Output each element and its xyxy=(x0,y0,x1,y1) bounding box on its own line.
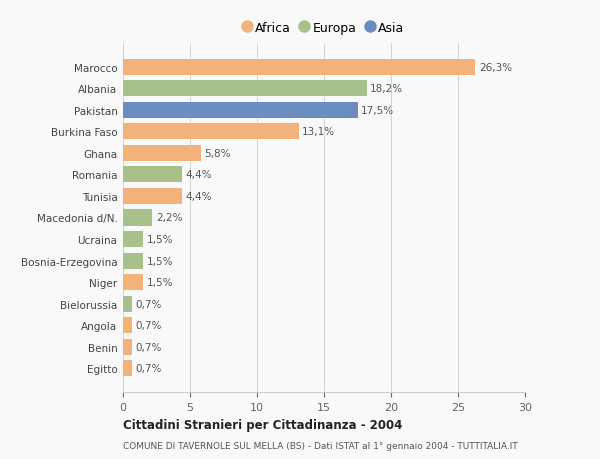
Bar xyxy=(123,210,152,226)
Text: 1,5%: 1,5% xyxy=(146,235,173,245)
Text: 1,5%: 1,5% xyxy=(146,278,173,287)
Text: 13,1%: 13,1% xyxy=(302,127,335,137)
Bar xyxy=(123,318,133,334)
Bar xyxy=(123,102,358,118)
Bar xyxy=(123,360,133,376)
Text: 4,4%: 4,4% xyxy=(185,170,212,180)
Text: 0,7%: 0,7% xyxy=(136,364,162,374)
Text: 17,5%: 17,5% xyxy=(361,106,394,116)
Bar xyxy=(123,253,143,269)
Text: 0,7%: 0,7% xyxy=(136,299,162,309)
Text: 0,7%: 0,7% xyxy=(136,320,162,330)
Bar xyxy=(123,231,143,247)
Bar xyxy=(123,167,182,183)
Bar xyxy=(123,339,133,355)
Text: 26,3%: 26,3% xyxy=(479,62,512,73)
Text: 1,5%: 1,5% xyxy=(146,256,173,266)
Text: COMUNE DI TAVERNOLE SUL MELLA (BS) - Dati ISTAT al 1° gennaio 2004 - TUTTITALIA.: COMUNE DI TAVERNOLE SUL MELLA (BS) - Dat… xyxy=(123,441,518,450)
Bar xyxy=(123,296,133,312)
Bar xyxy=(123,146,201,162)
Text: 5,8%: 5,8% xyxy=(204,149,230,158)
Text: 4,4%: 4,4% xyxy=(185,191,212,202)
Text: Cittadini Stranieri per Cittadinanza - 2004: Cittadini Stranieri per Cittadinanza - 2… xyxy=(123,418,403,431)
Legend: Africa, Europa, Asia: Africa, Europa, Asia xyxy=(241,18,407,39)
Bar xyxy=(123,274,143,291)
Text: 0,7%: 0,7% xyxy=(136,342,162,352)
Text: 18,2%: 18,2% xyxy=(370,84,403,94)
Bar xyxy=(123,81,367,97)
Text: 2,2%: 2,2% xyxy=(156,213,182,223)
Bar xyxy=(123,60,475,76)
Bar xyxy=(123,124,299,140)
Bar xyxy=(123,189,182,205)
